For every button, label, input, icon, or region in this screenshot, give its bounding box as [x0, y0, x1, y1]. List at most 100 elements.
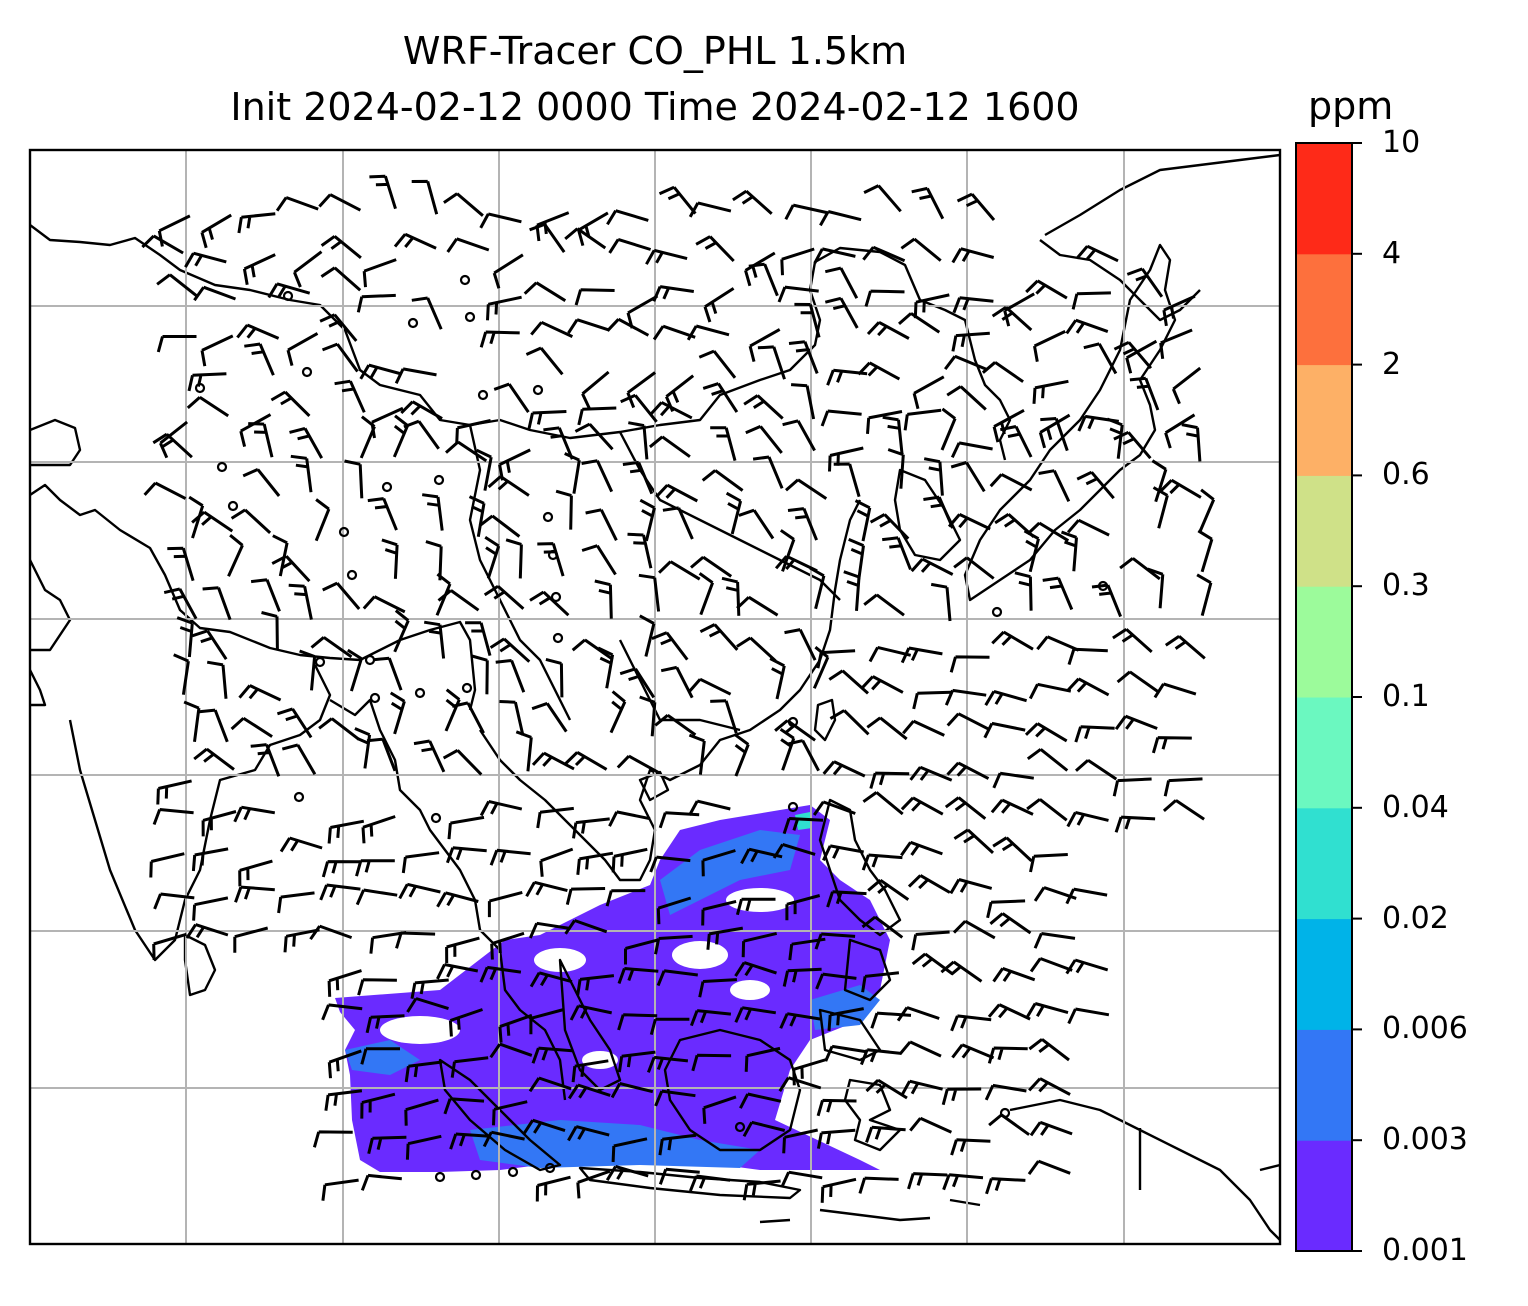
wind-barb — [272, 534, 289, 577]
colorbar-tick-label: 2 — [1382, 346, 1402, 382]
wind-barb — [706, 926, 744, 950]
wind-barb — [1076, 470, 1115, 500]
wind-barb — [576, 1169, 611, 1199]
wind-barb — [688, 201, 732, 218]
korea-peninsula — [893, 468, 962, 562]
wind-barb — [656, 969, 698, 987]
wind-barb — [624, 938, 659, 965]
wind-barb — [752, 455, 784, 489]
wind-barb — [186, 395, 230, 418]
wind-barb — [227, 534, 244, 577]
map-title-line1: WRF-Tracer CO_PHL 1.5km — [402, 29, 908, 73]
calm-wind-marker — [461, 682, 473, 694]
wind-barb — [864, 289, 905, 307]
wind-barb — [953, 556, 995, 580]
wind-barb — [780, 1170, 823, 1188]
wind-barb — [277, 891, 315, 914]
wind-barb — [281, 743, 317, 776]
wind-barb — [860, 675, 904, 694]
map-frame — [28, 148, 1282, 1246]
wind-barb — [443, 192, 484, 217]
wind-barb — [529, 590, 570, 617]
wind-barb — [1042, 576, 1074, 611]
wind-barb — [597, 646, 615, 689]
wind-barb — [981, 361, 1024, 383]
wind-barb — [866, 716, 908, 741]
wind-barb — [238, 684, 282, 702]
wind-barb — [449, 1132, 490, 1150]
wind-barb — [1164, 635, 1206, 660]
gridlines — [30, 150, 1280, 1244]
map-title-line2: Init 2024-02-12 0000 Time 2024-02-12 160… — [230, 85, 1080, 129]
wind-barb — [903, 408, 942, 431]
wind-barb — [1065, 887, 1108, 905]
wind-barb — [867, 878, 910, 901]
wind-barb — [611, 847, 648, 873]
wind-barb — [792, 1058, 827, 1086]
wind-barb — [701, 899, 737, 926]
wind-barb — [861, 915, 904, 939]
colorbar-segment — [1296, 364, 1352, 476]
wind-barb — [394, 367, 437, 384]
wind-barb — [725, 491, 743, 535]
wind-barb — [577, 406, 617, 426]
wind-barb — [1112, 777, 1152, 797]
wind-barb — [242, 253, 276, 285]
wind-barb — [479, 212, 522, 229]
wind-barb — [950, 461, 986, 493]
wind-barb — [437, 589, 480, 612]
wind-barb — [528, 1076, 572, 1093]
wind-barb — [569, 1004, 613, 1021]
wind-barb — [984, 1083, 1027, 1101]
wind-barb — [1075, 244, 1119, 263]
wind-barb — [1038, 413, 1071, 449]
wind-barb — [869, 513, 910, 540]
wind-barb — [334, 379, 366, 413]
wind-barb — [620, 393, 658, 423]
wind-barb — [183, 700, 201, 742]
wind-barb — [1152, 486, 1169, 529]
wind-barb — [862, 245, 906, 263]
wind-barb — [321, 342, 359, 373]
wind-barb — [401, 851, 440, 874]
calm-wind-marker — [477, 389, 489, 401]
wind-barb — [951, 1043, 995, 1060]
wind-barb — [944, 688, 987, 706]
wind-barb — [907, 874, 951, 894]
wind-barb — [703, 287, 735, 323]
wind-barb — [360, 1173, 402, 1191]
japan-main — [963, 243, 1177, 602]
wind-barb — [702, 382, 739, 413]
wind-barb — [529, 222, 566, 253]
calm-wind-marker — [470, 1169, 482, 1181]
wind-barb — [1162, 799, 1205, 821]
wind-barb — [529, 971, 573, 988]
wind-barb — [531, 701, 568, 733]
calm-wind-marker — [314, 656, 326, 668]
wind-barb — [686, 324, 730, 341]
wind-barb — [828, 669, 869, 695]
wind-barb — [784, 628, 817, 661]
wind-barb — [567, 1125, 610, 1142]
wind-barb — [373, 656, 403, 691]
wind-barb — [639, 498, 656, 542]
wind-barb — [321, 1178, 359, 1201]
calm-wind-marker — [542, 511, 554, 523]
wind-barb — [355, 859, 395, 877]
colorbar-segment — [1296, 586, 1352, 698]
wind-barb — [854, 499, 872, 542]
wind-barb — [451, 701, 485, 734]
wind-barb — [987, 1046, 1028, 1064]
wind-barb — [403, 419, 440, 450]
wind-barb — [900, 796, 944, 816]
wind-barb — [790, 383, 816, 420]
wind-barb — [820, 1177, 857, 1203]
wind-barb — [780, 247, 815, 276]
wind-barb — [327, 969, 362, 997]
wind-barb — [992, 966, 1036, 983]
wind-barb — [688, 677, 732, 696]
wind-barb — [778, 1076, 822, 1093]
wind-barb — [152, 932, 187, 961]
wind-barb — [824, 1044, 866, 1062]
wind-barb — [446, 237, 490, 253]
